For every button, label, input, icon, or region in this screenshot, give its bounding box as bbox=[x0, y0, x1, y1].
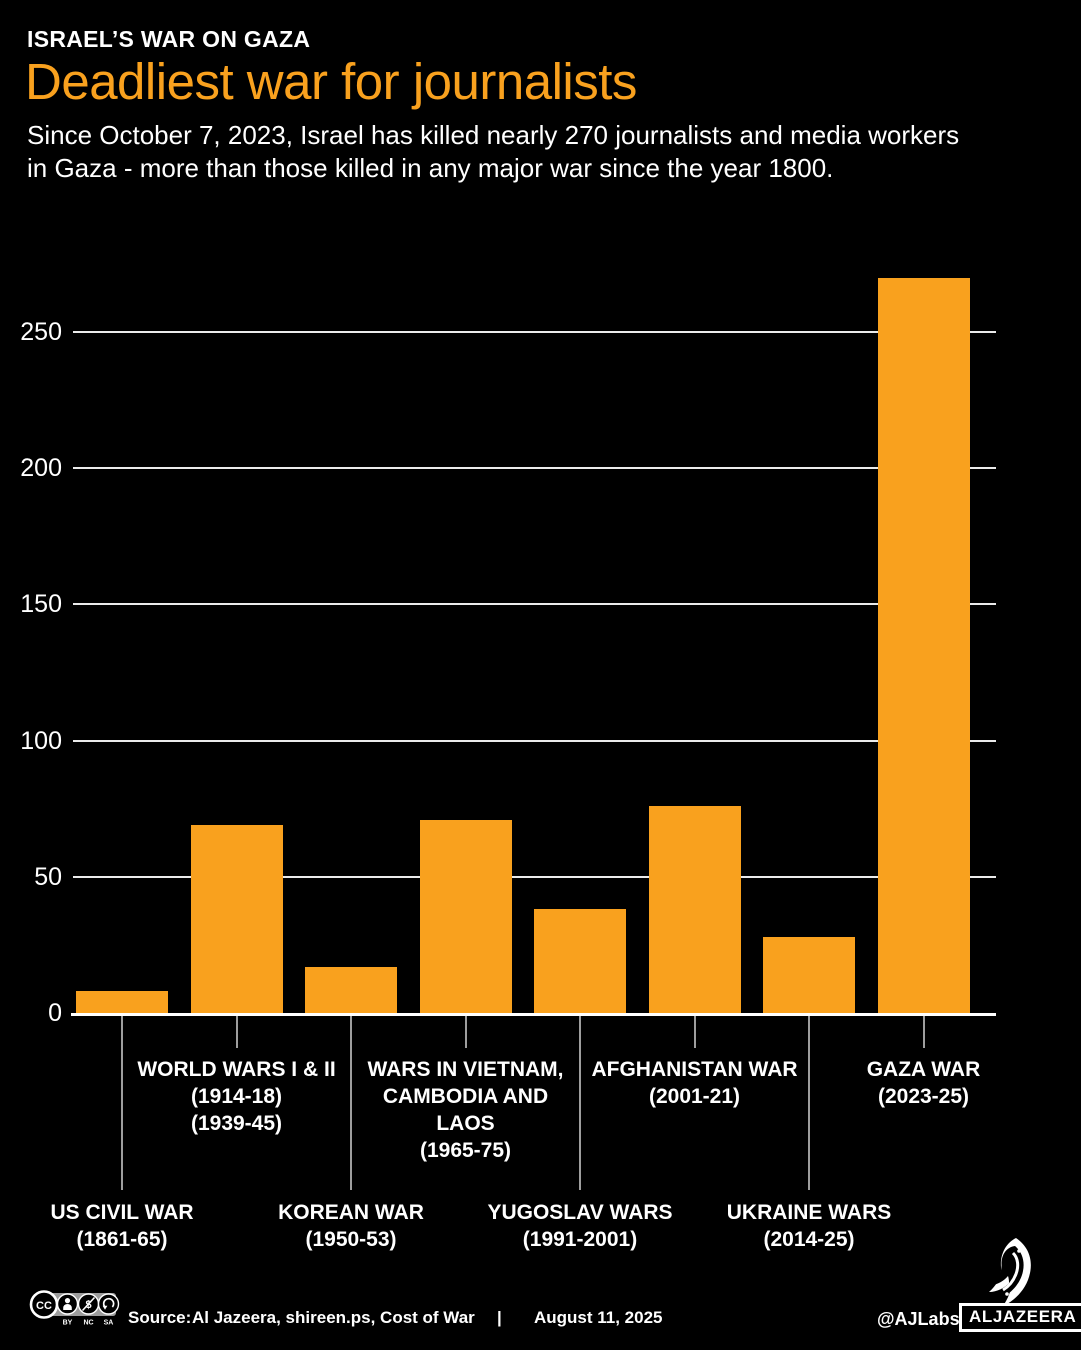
x-axis-label-line: AFGHANISTAN WAR bbox=[591, 1058, 798, 1081]
y-axis-tick-label: 50 bbox=[34, 862, 62, 891]
label-leader-line bbox=[464, 1016, 467, 1048]
gridline-50 bbox=[73, 875, 996, 878]
source-value: Al Jazeera, shireen.ps, Cost of War bbox=[192, 1308, 475, 1327]
svg-text:SA: SA bbox=[104, 1320, 114, 1327]
x-axis-label-line: WARS IN VIETNAM, bbox=[367, 1058, 564, 1081]
svg-text:CC: CC bbox=[36, 1300, 52, 1312]
x-axis-label-line: (2014-25) bbox=[763, 1228, 855, 1251]
y-axis-tick-label: 250 bbox=[20, 318, 62, 346]
label-leader-line bbox=[922, 1016, 925, 1048]
x-axis-label-line: (1939-45) bbox=[190, 1112, 283, 1135]
x-axis-label-line: UKRAINE WARS bbox=[726, 1201, 892, 1224]
x-axis-label-line: US CIVIL WAR bbox=[50, 1201, 194, 1224]
x-axis-label-us-civil-war: US CIVIL WAR (1861-65) bbox=[2, 1199, 242, 1253]
source-label: Source: bbox=[128, 1308, 192, 1327]
gridline-100 bbox=[73, 739, 996, 742]
x-axis-line bbox=[71, 1013, 996, 1016]
bar-gaza-war bbox=[877, 277, 970, 1013]
svg-text:NC: NC bbox=[83, 1320, 93, 1327]
aljazeera-logo-icon bbox=[989, 1238, 1031, 1306]
aljazeera-wordmark: ALJAZEERA bbox=[959, 1303, 1081, 1332]
bar-world-wars-i-ii bbox=[190, 825, 283, 1013]
bar-yugoslav-wars bbox=[534, 909, 626, 1013]
x-axis-label-line: (1950-53) bbox=[305, 1228, 397, 1251]
x-axis-label-line: (1965-75) bbox=[419, 1139, 512, 1162]
label-leader-line bbox=[121, 1016, 123, 1190]
x-axis-label-world-wars-i-ii: WORLD WARS I & II (1914-18) (1939-45) bbox=[117, 1056, 357, 1137]
x-axis-label-ukraine-wars: UKRAINE WARS (2014-25) bbox=[689, 1199, 929, 1253]
bar-wars-in-vietnam bbox=[419, 819, 512, 1013]
kicker: ISRAEL’S WAR ON GAZA bbox=[27, 26, 311, 52]
x-axis-label-line: CAMBODIA AND bbox=[382, 1085, 549, 1108]
label-leader-line bbox=[693, 1016, 696, 1048]
x-axis-label-wars-in-vietnam: WARS IN VIETNAM, CAMBODIA AND LAOS (1965-75… bbox=[346, 1056, 586, 1164]
gridline-200 bbox=[73, 467, 996, 470]
bar-afghanistan-war bbox=[648, 805, 741, 1013]
x-axis-label-line: LAOS bbox=[436, 1112, 495, 1135]
gridline-150 bbox=[73, 603, 996, 606]
subtitle-line-2: in Gaza - more than those killed in any … bbox=[27, 153, 834, 183]
x-axis-label-yugoslav-wars: YUGOSLAV WARS (1991-2001) bbox=[460, 1199, 700, 1253]
x-axis-label-afghanistan-war: AFGHANISTAN WAR (2001-21) bbox=[575, 1056, 815, 1110]
x-axis-label-line: (1914-18) bbox=[190, 1085, 283, 1108]
bar-ukraine-wars bbox=[763, 936, 855, 1013]
x-axis-label-line: (2001-21) bbox=[648, 1085, 741, 1108]
page-title: Deadliest war for journalists bbox=[25, 53, 637, 110]
svg-text:BY: BY bbox=[63, 1320, 73, 1327]
bar-korean-war bbox=[305, 966, 397, 1013]
x-axis-label-korean-war: KOREAN WAR (1950-53) bbox=[231, 1199, 471, 1253]
y-axis-tick-label: 150 bbox=[20, 590, 62, 619]
x-axis-label-line: YUGOSLAV WARS bbox=[487, 1201, 673, 1224]
svg-text:$: $ bbox=[85, 1299, 91, 1311]
gridline-250 bbox=[73, 331, 996, 333]
footer-separator: | bbox=[497, 1308, 502, 1327]
label-leader-line bbox=[808, 1016, 810, 1190]
x-axis-label-line: GAZA WAR bbox=[866, 1058, 981, 1081]
subtitle-line-1: Since October 7, 2023, Israel has killed… bbox=[27, 120, 960, 150]
cc-license-icon: CC $ BY NC SA bbox=[29, 1290, 120, 1327]
label-leader-line bbox=[579, 1016, 581, 1190]
x-axis-label-gaza-war: GAZA WAR (2023-25) bbox=[804, 1056, 1044, 1110]
y-axis-tick-label: 200 bbox=[20, 454, 62, 483]
y-axis-tick-label: 100 bbox=[20, 726, 62, 755]
ajlabs-handle: @AJLabs bbox=[877, 1309, 960, 1329]
x-axis-label-line: WORLD WARS I & II bbox=[137, 1058, 336, 1081]
y-axis-tick-label: 0 bbox=[48, 999, 62, 1027]
x-axis-label-line: KOREAN WAR bbox=[278, 1201, 424, 1224]
x-axis-label-line: (2023-25) bbox=[877, 1085, 970, 1108]
bar-us-civil-war bbox=[76, 991, 168, 1013]
x-axis-label-line: (1861-65) bbox=[76, 1228, 168, 1251]
label-leader-line bbox=[350, 1016, 352, 1190]
x-axis-label-line: (1991-2001) bbox=[522, 1228, 638, 1251]
subtitle: Since October 7, 2023, Israel has killed… bbox=[27, 119, 959, 185]
label-leader-line bbox=[235, 1016, 238, 1048]
publish-date: August 11, 2025 bbox=[534, 1308, 663, 1327]
